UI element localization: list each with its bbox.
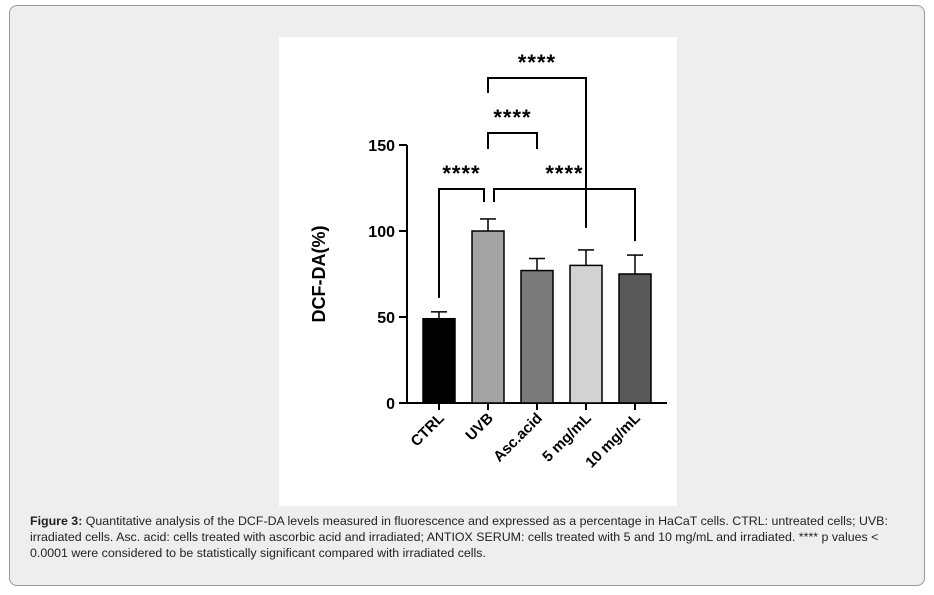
figure-caption: Figure 3: Quantitative analysis of the D… <box>30 513 902 561</box>
bar-asc-acid <box>520 269 554 404</box>
significance-bracket <box>438 188 485 298</box>
caption-text: Quantitative analysis of the DCF-DA leve… <box>30 514 888 560</box>
x-tick-label: UVB <box>462 410 497 445</box>
y-tick-label: 100 <box>368 224 395 241</box>
significance-label: **** <box>493 105 531 130</box>
y-axis-label: DCF-DA(%) <box>309 226 329 323</box>
significance-bracket <box>493 188 636 242</box>
y-tick-label: 150 <box>368 138 395 155</box>
significance-label: **** <box>518 50 556 75</box>
caption-label: Figure 3: <box>30 514 83 528</box>
bar-5-mg-ml <box>569 264 603 404</box>
bar-uvb <box>471 230 505 404</box>
y-tick-label: 0 <box>386 396 395 413</box>
x-tick-label: CTRL <box>408 410 448 450</box>
significance-label: **** <box>442 161 480 186</box>
chart-panel: 0 50 100 150 DCF-DA(%) CTRL UVB Asc.acid 5 mg/mL… <box>279 37 677 506</box>
bar-10-mg-ml <box>618 273 652 404</box>
significance-label: **** <box>545 161 583 186</box>
bar-ctrl <box>422 317 456 404</box>
y-tick-label: 50 <box>377 310 395 327</box>
figure-frame: 0 50 100 150 DCF-DA(%) CTRL UVB Asc.acid 5 mg/mL… <box>9 5 925 586</box>
x-tick-label: Asc.acid <box>490 410 546 466</box>
significance-bracket <box>487 132 538 149</box>
significance-bracket <box>487 77 587 228</box>
